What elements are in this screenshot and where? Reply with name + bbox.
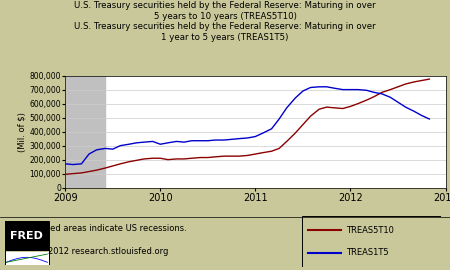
Bar — [65, 76, 105, 188]
Text: Shaded areas indicate US recessions.: Shaded areas indicate US recessions. — [29, 224, 187, 233]
Text: FRED: FRED — [10, 231, 43, 241]
Text: TREAS1T5: TREAS1T5 — [346, 248, 389, 257]
FancyBboxPatch shape — [302, 216, 441, 267]
FancyBboxPatch shape — [4, 252, 49, 265]
FancyBboxPatch shape — [4, 221, 49, 251]
Text: U.S. Treasury securities held by the Federal Reserve: Maturing in over
5 years t: U.S. Treasury securities held by the Fed… — [74, 1, 376, 42]
Text: 2012 research.stlouisfed.org: 2012 research.stlouisfed.org — [48, 247, 168, 256]
Y-axis label: (Mil. of $): (Mil. of $) — [18, 112, 27, 151]
Text: TREAS5T10: TREAS5T10 — [346, 226, 394, 235]
